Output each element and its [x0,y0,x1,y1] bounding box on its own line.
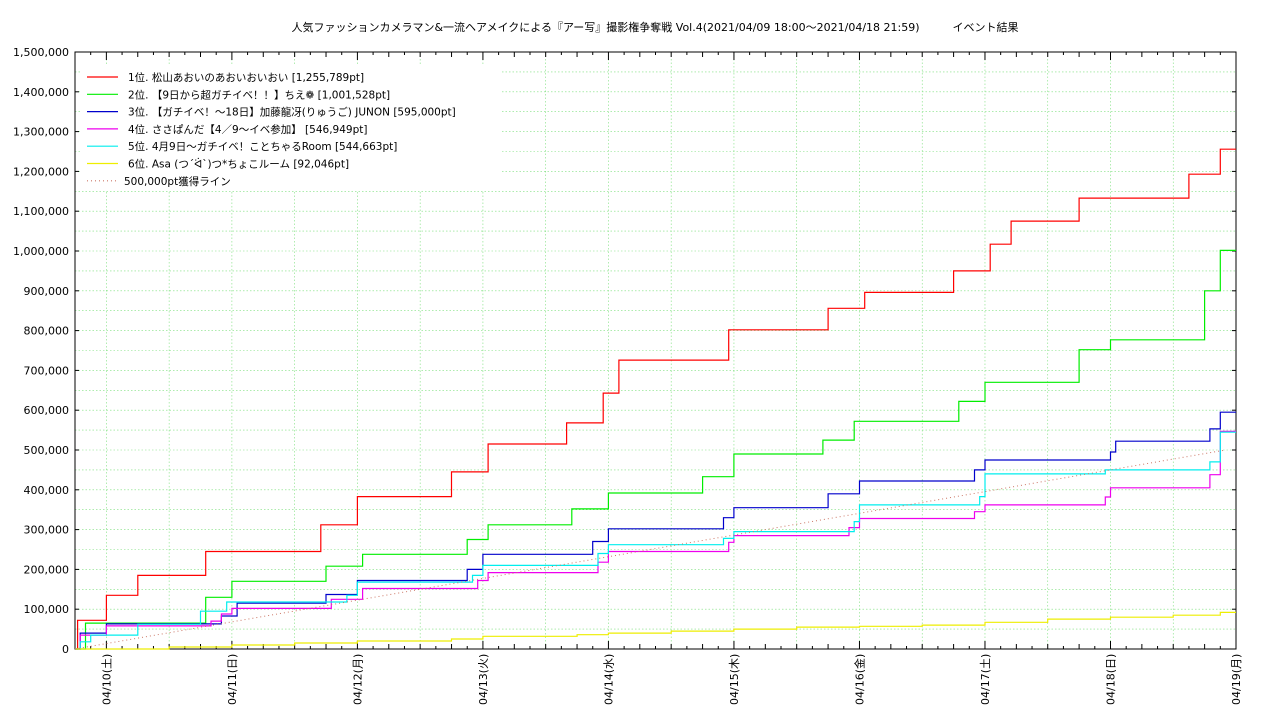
y-tick-label: 200,000 [24,563,70,576]
y-tick-label: 1,400,000 [13,86,69,99]
x-tick-label: 04/12(月) [351,654,364,705]
y-tick-label: 600,000 [24,404,70,417]
y-tick-label: 1,500,000 [13,46,69,59]
legend-label: 5位. 4月9日〜ガチイベ！ことちゃるRoom [544,663pt] [128,140,397,153]
legend-label: 3位. 【ガチイベ！〜18日】加藤龍冴(りゅうご) JUNON [595,000… [128,106,456,119]
x-tick-label: 04/19(月) [1230,654,1243,705]
series-line [75,430,1236,650]
legend-label: 500,000pt獲得ライン [124,175,231,188]
x-tick-label: 04/17(土) [979,654,992,705]
y-tick-label: 1,100,000 [13,205,69,218]
series-line [75,249,1236,650]
series-line [74,449,1226,650]
plot-frame [74,51,1237,650]
legend: 1位. 松山あおいのあおいおいおい [1,255,789pt] 2位. 【9日から… [80,64,500,190]
legend-label: 2位. 【9日から超ガチイベ！！】ちえ❁ [1,001,528pt] [128,88,390,101]
y-tick-label: 700,000 [24,364,70,377]
legend-label: 4位. ささぱんだ【4／9〜イベ参加】 [546,949pt] [128,123,367,136]
legend-label: 1位. 松山あおいのあおいおいおい [1,255,789pt] [128,71,364,84]
axes-layer: 0 100,000 200,000 300,000 400,000 500,000 600,… [13,46,1243,705]
series-line [75,431,1236,650]
series-layer [74,148,1236,650]
x-tick-label: 04/10(土) [100,654,113,705]
y-tick-label: 900,000 [24,285,70,298]
series-line [75,411,1236,650]
y-tick-label: 800,000 [24,325,70,338]
legend-box [80,64,500,190]
x-tick-label: 04/14(水) [602,654,615,705]
y-tick-label: 100,000 [24,603,70,616]
series-line [75,611,1236,650]
legend-label: 6位. Asa (つ´ᐛ`)つ*ちょこルーム [92,046pt] [128,158,349,171]
x-tick-label: 04/11(日) [226,654,239,705]
x-tick-label: 04/16(金) [852,654,866,705]
y-tick-label: 400,000 [24,484,70,497]
x-tick-label: 04/15(木) [728,654,741,705]
y-tick-label: 1,300,000 [13,126,69,139]
series-line [75,148,1236,650]
y-tick-label: 300,000 [24,524,70,537]
x-tick-label: 04/18(日) [1104,654,1117,705]
y-tick-label: 1,000,000 [13,245,69,258]
y-tick-label: 500,000 [24,444,70,457]
y-tick-label: 0 [62,643,69,656]
y-tick-label: 1,200,000 [13,165,69,178]
x-tick-label: 04/13(火) [477,654,490,705]
chart-title: 人気ファッションカメラマン&一流ヘアメイクによる『アー写』撮影権争奪戦 Vol.… [291,20,1018,34]
